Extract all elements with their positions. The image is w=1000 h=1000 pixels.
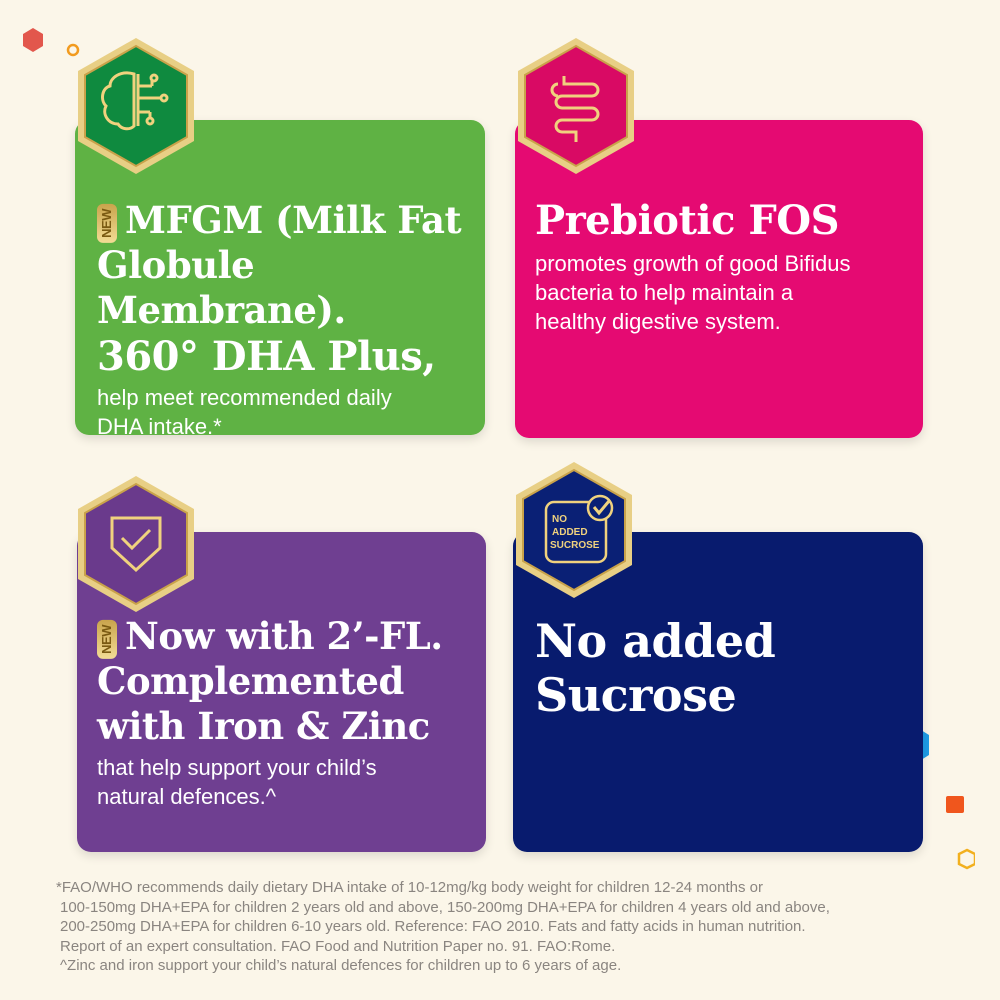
brain-circuit-icon [78, 38, 194, 174]
svg-text:NO: NO [552, 514, 567, 525]
footnote-line: 200-250mg DHA+EPA for children 6-10 year… [60, 918, 806, 935]
card-body: promotes growth of good Bifidus bacteria… [535, 251, 851, 334]
card-title: Prebiotic FOS [535, 197, 840, 244]
footnote-line: 100-150mg DHA+EPA for children 2 years o… [60, 898, 830, 916]
card-title: NEW Now with 2’-FL. [97, 614, 443, 659]
card-title: NEW MFGM (Milk Fat [97, 198, 462, 243]
card-prebiotic: Prebiotic FOS promotes growth of good Bi… [515, 120, 923, 438]
card-body: that help support your child’s natural d… [97, 755, 377, 809]
card-title-line: No added [535, 614, 776, 668]
no-added-sucrose-icon: NO ADDED SUCROSE [516, 462, 632, 598]
decorative-shapes-right [921, 730, 975, 870]
card-mfgm: NEW MFGM (Milk Fat Globule Membrane). 360… [75, 120, 485, 439]
footnotes: *FAO/WHO recommends daily dietary DHA in… [56, 878, 976, 976]
card-title-line: Sucrose [535, 668, 737, 722]
card-title-line: Globule Membrane). [97, 243, 346, 332]
card-title-line: 360° DHA Plus, [97, 333, 436, 380]
shield-check-icon [78, 476, 194, 612]
card-title-line: with Iron & Zinc [97, 704, 430, 748]
svg-text:SUCROSE: SUCROSE [550, 540, 600, 551]
intestine-icon [518, 38, 634, 174]
footnote-line: Report of an expert consultation. FAO Fo… [60, 937, 616, 955]
svg-text:ADDED: ADDED [552, 527, 588, 538]
new-tag: NEW [97, 620, 117, 659]
footnote-line: ^Zinc and iron support your child’s natu… [60, 957, 622, 974]
card-title-line: Complemented [97, 659, 404, 703]
footnote-line: *FAO/WHO recommends daily dietary DHA in… [56, 879, 763, 896]
decorative-shapes [23, 28, 80, 57]
new-tag: NEW [97, 204, 117, 243]
card-body: help meet recommended daily DHA intake.* [97, 385, 392, 439]
